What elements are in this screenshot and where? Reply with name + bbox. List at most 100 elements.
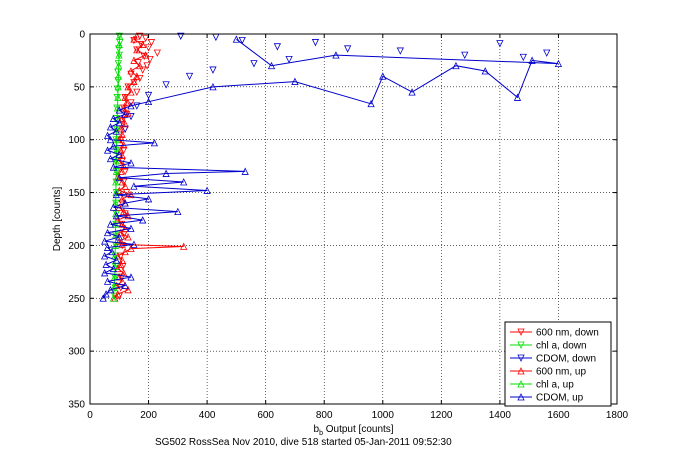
data-point — [162, 169, 170, 177]
data-point — [127, 99, 135, 107]
y-tick-label: 150 — [68, 188, 85, 199]
data-point — [115, 51, 123, 59]
data-point — [144, 97, 153, 106]
data-point — [117, 228, 125, 237]
data-point — [120, 162, 128, 170]
data-point — [112, 178, 120, 186]
data-point — [111, 241, 120, 249]
figure-caption: SG502 RossSea Nov 2010, dive 518 started… — [155, 437, 452, 448]
data-point — [114, 93, 122, 101]
data-point — [241, 167, 249, 175]
data-point — [177, 32, 185, 41]
data-point — [114, 264, 122, 273]
data-point — [130, 182, 138, 190]
data-point — [118, 151, 126, 159]
data-point — [112, 209, 120, 218]
axes-box — [89, 33, 618, 405]
data-point — [121, 182, 129, 190]
data-point — [124, 211, 132, 220]
data-point — [113, 125, 121, 133]
data-point — [115, 118, 123, 127]
data-point — [110, 283, 118, 292]
data-point — [121, 110, 129, 118]
y-tick-label: 100 — [68, 135, 85, 146]
data-point — [528, 56, 536, 64]
data-point — [127, 67, 135, 75]
data-point — [133, 102, 141, 110]
data-point — [114, 82, 122, 91]
data-point — [162, 81, 170, 89]
x-tick-label: 0 — [87, 410, 93, 421]
data-point — [452, 61, 460, 70]
x-axis-label: bb Output [counts] — [314, 424, 394, 437]
grid — [90, 34, 617, 404]
data-point — [144, 44, 153, 52]
data-point — [118, 220, 126, 228]
x-tick-label: 1200 — [430, 410, 453, 421]
data-point — [118, 256, 126, 264]
data-point — [133, 32, 141, 40]
data-point — [102, 290, 110, 298]
legend-entry: chl a, down — [510, 341, 587, 352]
data-point — [127, 159, 135, 167]
data-point — [115, 45, 123, 53]
legend-marker — [517, 380, 525, 388]
data-point — [136, 61, 144, 70]
data-point — [136, 75, 144, 83]
data-point — [113, 94, 121, 102]
data-point — [250, 60, 258, 68]
data-point — [124, 233, 132, 241]
data-point — [238, 36, 246, 45]
data-point — [114, 290, 122, 298]
data-point — [127, 88, 135, 96]
data-point — [147, 39, 156, 47]
data-point — [109, 114, 118, 122]
data-point — [109, 294, 118, 302]
legend: 600 nm, down chl a, down CDOM, down 600 nm,… — [504, 321, 612, 407]
data-point — [133, 45, 141, 54]
data-point — [117, 146, 125, 154]
data-point — [115, 273, 123, 281]
data-point — [144, 91, 153, 100]
data-point — [115, 32, 124, 40]
y-tick-label: 0 — [79, 30, 85, 41]
data-point — [106, 135, 115, 144]
data-point — [100, 252, 109, 260]
y-tick-label: 50 — [74, 82, 86, 93]
data-point — [103, 277, 112, 285]
data-point — [103, 131, 112, 139]
data-point — [153, 49, 161, 57]
legend-entry: chl a, up — [510, 380, 574, 391]
y-tick-label: 250 — [68, 294, 85, 305]
legend-label: 600 nm, down — [536, 328, 599, 339]
data-point — [481, 67, 489, 75]
x-tick-label: 600 — [257, 410, 274, 421]
x-tick-label: 800 — [316, 410, 333, 421]
data-point — [118, 178, 126, 186]
data-point — [141, 51, 150, 59]
plot-area: 0 200 400 600 800 1000 1200 1400 1600 1800 0 50 100 1… — [68, 30, 628, 422]
data-point — [117, 260, 125, 268]
data-point — [180, 242, 188, 250]
data-point — [115, 173, 123, 182]
data-point — [114, 72, 123, 80]
data-point — [117, 125, 125, 133]
legend-marker — [517, 354, 525, 362]
data-point — [109, 163, 118, 171]
legend-entry: CDOM, up — [510, 393, 584, 404]
data-point — [121, 93, 129, 101]
data-point — [109, 264, 118, 273]
data-point — [396, 47, 404, 55]
data-point — [127, 101, 135, 110]
x-tick-label: 200 — [140, 410, 157, 421]
legend-box — [504, 321, 612, 407]
data-point — [139, 66, 147, 74]
legend-marker — [517, 328, 525, 336]
data-point — [127, 190, 135, 199]
data-point — [115, 106, 123, 114]
data-point — [115, 40, 123, 48]
data-point — [130, 56, 138, 64]
data-point — [127, 273, 135, 281]
data-point — [102, 260, 110, 268]
legend-label: CDOM, down — [536, 354, 596, 365]
